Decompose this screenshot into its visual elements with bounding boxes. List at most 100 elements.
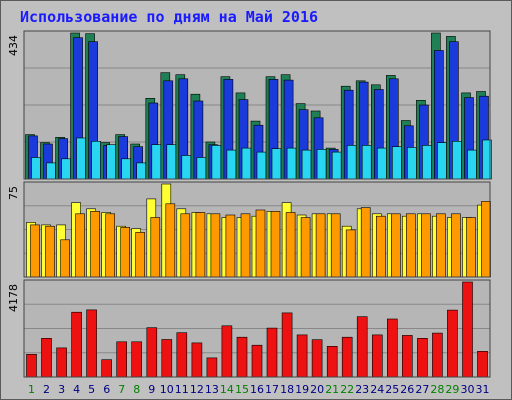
bar-bottom-s0-d20	[311, 339, 323, 378]
bar-top-s2-d6	[106, 144, 116, 180]
x-tick-label-14: 14	[220, 383, 234, 396]
bar-top-s2-d7	[121, 158, 131, 180]
bar-bottom-s0-d2	[41, 337, 52, 378]
bar-middle-s1-d3	[60, 239, 70, 278]
bar-middle-s1-d4	[75, 213, 85, 278]
bar-bottom-s0-d27	[417, 337, 428, 378]
bar-bottom-s0-d21	[326, 345, 338, 378]
bar-bottom-s0-d26	[401, 335, 413, 378]
bar-middle-s1-d8	[135, 232, 145, 278]
x-tick-label-5: 5	[88, 383, 95, 396]
bar-bottom-s0-d14	[221, 325, 233, 378]
panel-middle: 75	[7, 181, 491, 278]
x-tick-label-23: 23	[355, 383, 369, 396]
panel-border	[23, 181, 491, 278]
bar-middle-s1-d23	[360, 207, 371, 278]
bar-top-s2-d23	[361, 145, 372, 180]
bar-top-s2-d29	[452, 141, 462, 180]
x-tick-label-11: 11	[175, 383, 189, 396]
bar-middle-s1-d10	[165, 203, 176, 278]
bar-top-s2-d27	[422, 145, 432, 180]
bar-middle-s1-d13	[210, 213, 221, 278]
x-tick-label-20: 20	[310, 383, 324, 396]
bar-top-s2-d20	[316, 149, 327, 180]
bar-middle-s1-d26	[405, 213, 416, 278]
bar-top-s2-d13	[211, 145, 222, 180]
x-tick-label-19: 19	[295, 383, 309, 396]
bar-bottom-s0-d15	[236, 336, 248, 378]
bar-top-s2-d10	[166, 144, 177, 180]
bar-bottom-s0-d31	[477, 350, 488, 378]
bar-middle-s1-d9	[150, 217, 161, 278]
bar-top-s2-d5	[91, 141, 101, 180]
x-tick-label-7: 7	[118, 383, 125, 396]
bar-top-s2-d4	[76, 137, 86, 180]
bar-top-s2-d11	[181, 155, 192, 180]
bar-top-s2-d25	[391, 146, 402, 180]
bar-middle-s1-d16	[255, 209, 266, 278]
chart-title: Использование по дням на Май 2016	[20, 8, 318, 26]
bar-top-s2-d18	[286, 147, 297, 180]
panel-top: 434	[7, 30, 492, 180]
bar-bottom-s0-d8	[131, 341, 142, 378]
y-max-label: 4178	[7, 284, 20, 312]
x-tick-label-22: 22	[340, 383, 354, 396]
bar-bottom-s0-d17	[266, 327, 278, 378]
bar-bottom-s0-d1	[26, 353, 37, 378]
bar-bottom-s0-d28	[432, 332, 443, 378]
x-tick-label-12: 12	[190, 383, 204, 396]
bar-top-s2-d24	[376, 147, 387, 180]
panel-border	[23, 279, 491, 378]
bar-middle-s1-d19	[300, 217, 311, 278]
bar-middle-s1-d17	[270, 211, 281, 278]
bar-middle-s1-d18	[285, 212, 296, 278]
x-tick-label-17: 17	[265, 383, 279, 396]
x-tick-label-4: 4	[73, 383, 80, 396]
bar-top-s2-d3	[61, 158, 71, 180]
bar-middle-s1-d14	[225, 214, 236, 278]
bar-top-s2-d16	[256, 151, 267, 180]
x-tick-label-13: 13	[205, 383, 219, 396]
x-tick-label-27: 27	[415, 383, 429, 396]
bar-bottom-s0-d12	[191, 342, 203, 378]
bar-middle-s1-d30	[466, 217, 476, 278]
bar-top-s2-d26	[406, 147, 417, 180]
bar-top-s2-d30	[467, 149, 477, 180]
bar-bottom-s0-d4	[71, 311, 82, 378]
bar-bottom-s0-d11	[176, 332, 188, 378]
bar-bottom-s0-d5	[86, 309, 97, 378]
bar-top-s2-d1	[31, 157, 41, 180]
x-tick-label-29: 29	[445, 383, 459, 396]
bar-top-s2-d8	[136, 162, 146, 180]
x-tick-label-18: 18	[280, 383, 294, 396]
bar-bottom-s0-d3	[56, 347, 67, 378]
bar-middle-s1-d1	[30, 224, 40, 278]
bar-bottom-s0-d18	[281, 312, 293, 378]
bar-middle-s1-d25	[390, 213, 401, 278]
bar-bottom-s0-d30	[462, 281, 473, 378]
x-tick-label-6: 6	[103, 383, 110, 396]
bar-middle-s1-d31	[481, 201, 491, 278]
bar-middle-s1-d21	[330, 213, 341, 278]
bar-middle-s1-d5	[90, 211, 100, 278]
bar-middle-s1-d15	[240, 213, 251, 278]
bar-middle-s1-d7	[120, 227, 130, 278]
bar-top-s2-d17	[271, 148, 282, 180]
x-tick-label-30: 30	[461, 383, 475, 396]
bar-middle-s1-d27	[421, 213, 431, 278]
bar-bottom-s0-d23	[356, 316, 368, 378]
y-max-label: 75	[7, 186, 20, 200]
bar-top-s2-d19	[301, 149, 312, 180]
bar-top-s2-d28	[437, 142, 447, 180]
x-tick-label-3: 3	[58, 383, 65, 396]
bar-top-s2-d21	[331, 151, 342, 180]
bar-top-s2-d14	[226, 149, 237, 180]
x-tick-label-2: 2	[43, 383, 50, 396]
bar-middle-s1-d12	[195, 212, 206, 278]
bar-middle-s1-d11	[180, 213, 191, 278]
bar-bottom-s0-d6	[101, 359, 112, 378]
bar-top-s2-d9	[151, 144, 162, 180]
bar-middle-s1-d29	[451, 213, 461, 278]
